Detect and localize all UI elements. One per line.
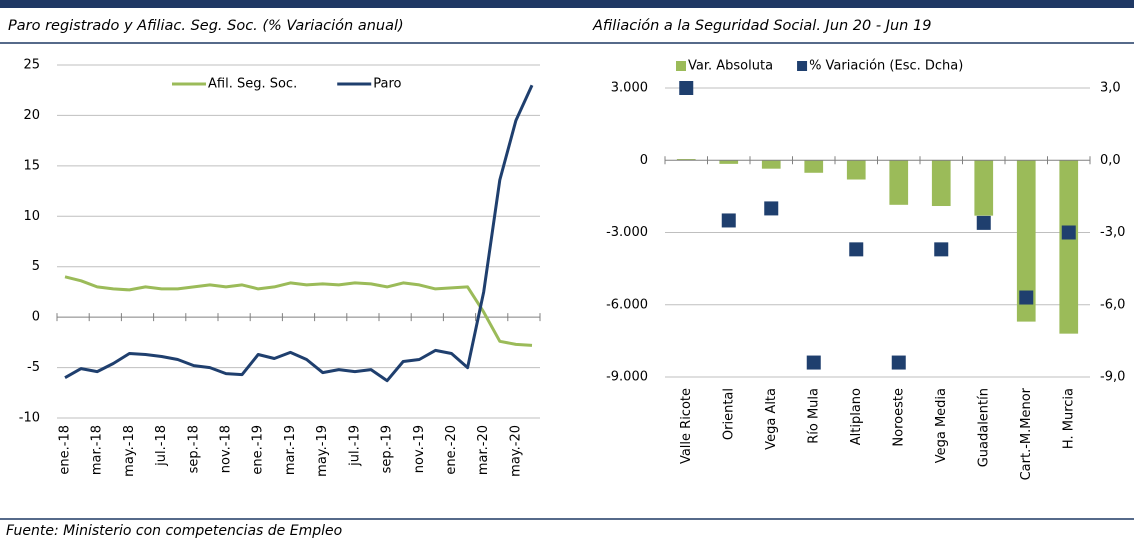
y-tick-label: 10 (23, 209, 40, 224)
y-tick-label: -10 (19, 411, 40, 426)
y2-tick-label: 0,0 (1100, 153, 1121, 168)
point (849, 242, 864, 257)
y-tick-label: 3.000 (611, 81, 648, 96)
bar (1059, 160, 1079, 334)
x-tick-label: may.-20 (508, 425, 523, 477)
bar (889, 160, 909, 205)
y-tick-label: -9.000 (606, 370, 648, 385)
y2-tick-label: 3,0 (1100, 81, 1121, 96)
chart-title: Afiliación a la Seguridad Social. Jun 20… (592, 18, 931, 34)
x-tick-label: ene.-20 (444, 425, 459, 475)
bar (719, 160, 739, 164)
y-tick-label: -6.000 (606, 297, 648, 312)
point (934, 242, 949, 257)
x-tick-label: mar.-19 (283, 425, 298, 475)
x-tick-label: may.-19 (315, 425, 330, 477)
y2-tick-label: -3,0 (1100, 225, 1125, 240)
y-tick-label: -3.000 (606, 225, 648, 240)
x-tick-label: Río Mula (806, 388, 821, 444)
top-band (0, 0, 1134, 8)
x-tick-label: jul.-19 (347, 425, 362, 467)
footer: Fuente: Ministerio con competencias de E… (6, 523, 342, 539)
x-tick-label: Vega Alta (764, 388, 779, 450)
y-tick-label: 20 (23, 108, 40, 123)
y2-tick-label: -9,0 (1100, 370, 1125, 385)
point (721, 213, 736, 228)
bar (761, 160, 781, 169)
line (64, 275, 533, 347)
x-tick-label: Vega Media (934, 388, 949, 463)
legend-swatch (797, 61, 808, 71)
x-tick-label: Altiplano (849, 388, 864, 445)
line (64, 84, 534, 383)
x-tick-label: Cart.-M.Menor (1019, 387, 1034, 480)
x-tick-label: mar.-18 (90, 425, 105, 475)
x-tick-label: ene.-19 (251, 425, 266, 475)
point (679, 81, 694, 95)
x-tick-label: Oriental (721, 388, 736, 440)
point (976, 215, 991, 230)
y-tick-label: -5 (27, 360, 40, 375)
point (1061, 225, 1076, 240)
x-tick-label: Noroeste (891, 388, 906, 447)
point (891, 355, 906, 370)
x-tick-label: ene.-18 (58, 425, 73, 475)
bar (846, 160, 866, 180)
x-tick-label: mar.-20 (476, 425, 491, 475)
x-tick-label: Guadalentín (976, 388, 991, 467)
y2-tick-label: -6,0 (1100, 297, 1125, 312)
chart-title: Paro registrado y Afiliac. Seg. Soc. (% … (8, 18, 404, 34)
legend-label: Var. Absoluta (688, 59, 773, 74)
y-tick-label: 25 (23, 58, 40, 73)
legend-label: % Variación (Esc. Dcha) (809, 59, 963, 74)
x-tick-label: sep.-19 (380, 425, 395, 473)
y-tick-label: 0 (32, 310, 40, 325)
point (1019, 290, 1034, 305)
x-tick-label: nov.-19 (412, 425, 427, 473)
x-tick-label: may.-18 (122, 425, 137, 477)
x-tick-label: Valle Ricote (679, 388, 694, 464)
point (806, 355, 821, 370)
x-tick-label: H. Murcia (1061, 388, 1076, 449)
legend-label: Paro (373, 77, 401, 92)
y-tick-label: 15 (23, 158, 40, 173)
x-tick-label: jul.-18 (154, 425, 169, 467)
bar (1016, 160, 1036, 322)
x-tick-label: nov.-18 (219, 425, 234, 473)
x-tick-label: sep.-18 (186, 425, 201, 473)
legend-label: Afil. Seg. Soc. (208, 77, 297, 92)
bar (974, 160, 994, 216)
bar (804, 160, 824, 173)
y-tick-label: 5 (32, 259, 40, 274)
y-tick-label: 0 (640, 153, 648, 168)
legend-swatch (676, 61, 686, 71)
point (764, 201, 779, 216)
bar (931, 160, 951, 207)
bar (676, 159, 696, 161)
